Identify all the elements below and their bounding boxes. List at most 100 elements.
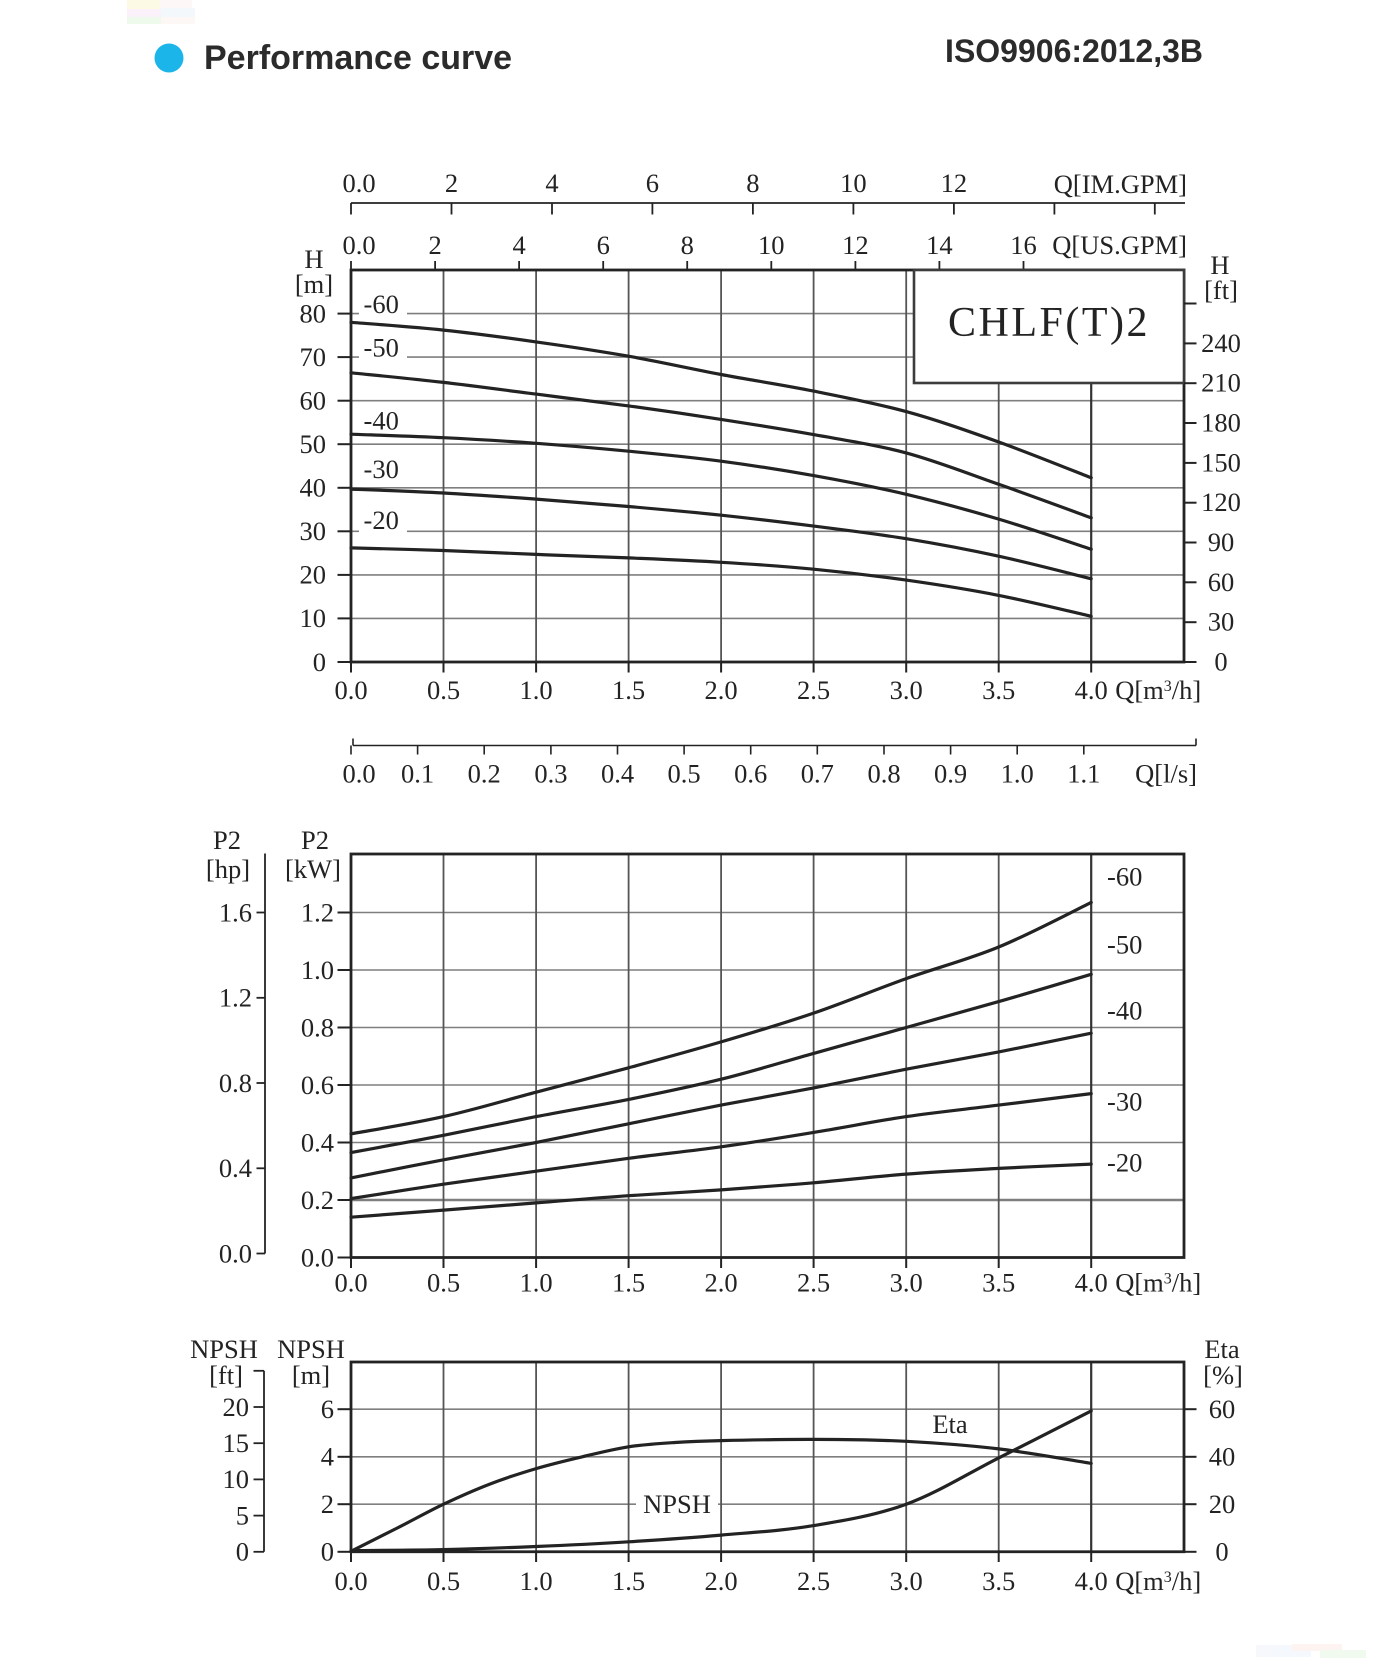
svg-text:Q[m3/h]: Q[m3/h] bbox=[1115, 1566, 1201, 1596]
svg-text:0: 0 bbox=[321, 1537, 334, 1567]
svg-text:6: 6 bbox=[321, 1394, 334, 1424]
svg-text:3.0: 3.0 bbox=[890, 675, 923, 705]
svg-text:2.5: 2.5 bbox=[797, 1566, 830, 1596]
svg-text:0.5: 0.5 bbox=[427, 1268, 460, 1298]
svg-text:0.5: 0.5 bbox=[668, 759, 701, 789]
svg-text:0.1: 0.1 bbox=[401, 759, 434, 789]
svg-text:0.0: 0.0 bbox=[342, 230, 375, 260]
svg-text:0.0: 0.0 bbox=[334, 1268, 367, 1298]
svg-text:Eta: Eta bbox=[932, 1409, 968, 1439]
svg-text:0.5: 0.5 bbox=[427, 1566, 460, 1596]
svg-text:2: 2 bbox=[445, 168, 458, 198]
svg-text:8: 8 bbox=[681, 230, 694, 260]
svg-text:1.1: 1.1 bbox=[1067, 759, 1100, 789]
svg-text:0.7: 0.7 bbox=[801, 759, 834, 789]
svg-text:2.0: 2.0 bbox=[705, 1566, 738, 1596]
svg-text:0.4: 0.4 bbox=[219, 1153, 252, 1183]
svg-text:1.0: 1.0 bbox=[1001, 759, 1034, 789]
svg-text:Q[US.GPM]: Q[US.GPM] bbox=[1052, 230, 1187, 260]
svg-text:20: 20 bbox=[1209, 1489, 1236, 1519]
svg-text:1.5: 1.5 bbox=[612, 1566, 645, 1596]
svg-text:10: 10 bbox=[840, 168, 867, 198]
svg-text:0.2: 0.2 bbox=[301, 1185, 334, 1215]
svg-text:0.8: 0.8 bbox=[867, 759, 900, 789]
svg-text:0: 0 bbox=[1214, 647, 1227, 677]
svg-text:NPSH: NPSH bbox=[643, 1489, 711, 1519]
svg-text:Q[IM.GPM]: Q[IM.GPM] bbox=[1054, 169, 1187, 199]
svg-text:Performance curve: Performance curve bbox=[204, 39, 512, 77]
svg-text:30: 30 bbox=[1208, 607, 1235, 637]
svg-text:0: 0 bbox=[1215, 1537, 1228, 1567]
svg-text:2.0: 2.0 bbox=[705, 675, 738, 705]
svg-text:[ft]: [ft] bbox=[1204, 275, 1238, 305]
svg-text:10: 10 bbox=[300, 603, 327, 633]
svg-text:4: 4 bbox=[321, 1442, 334, 1472]
svg-text:180: 180 bbox=[1201, 408, 1241, 438]
svg-text:0.8: 0.8 bbox=[301, 1012, 334, 1042]
svg-text:2: 2 bbox=[428, 230, 441, 260]
svg-text:15: 15 bbox=[223, 1428, 250, 1458]
svg-text:12: 12 bbox=[941, 168, 968, 198]
svg-text:2.5: 2.5 bbox=[797, 1268, 830, 1298]
svg-text:20: 20 bbox=[223, 1392, 250, 1422]
svg-text:3.0: 3.0 bbox=[890, 1268, 923, 1298]
svg-text:3.5: 3.5 bbox=[982, 675, 1015, 705]
svg-text:0.6: 0.6 bbox=[734, 759, 767, 789]
svg-text:1.0: 1.0 bbox=[520, 1268, 553, 1298]
svg-text:CHLF(T)2: CHLF(T)2 bbox=[948, 300, 1150, 346]
svg-text:12: 12 bbox=[842, 230, 869, 260]
svg-text:14: 14 bbox=[926, 230, 953, 260]
svg-text:0.0: 0.0 bbox=[334, 675, 367, 705]
svg-text:150: 150 bbox=[1201, 447, 1241, 477]
svg-text:-50: -50 bbox=[1107, 930, 1142, 960]
svg-text:0.4: 0.4 bbox=[301, 1127, 334, 1157]
svg-text:2: 2 bbox=[321, 1489, 334, 1519]
svg-text:0.8: 0.8 bbox=[219, 1068, 252, 1098]
svg-text:0.9: 0.9 bbox=[934, 759, 967, 789]
svg-text:1.0: 1.0 bbox=[301, 955, 334, 985]
svg-text:6: 6 bbox=[597, 230, 610, 260]
svg-text:Q[m3/h]: Q[m3/h] bbox=[1115, 675, 1201, 705]
svg-text:-30: -30 bbox=[364, 454, 399, 484]
svg-text:0.0: 0.0 bbox=[301, 1242, 334, 1272]
svg-text:60: 60 bbox=[1209, 1394, 1236, 1424]
svg-text:[m]: [m] bbox=[292, 1360, 330, 1390]
svg-text:4.0: 4.0 bbox=[1075, 675, 1108, 705]
svg-text:P2: P2 bbox=[301, 825, 329, 855]
svg-text:50: 50 bbox=[300, 429, 327, 459]
svg-text:0.3: 0.3 bbox=[534, 759, 567, 789]
svg-text:[kW]: [kW] bbox=[285, 854, 341, 884]
svg-text:3.0: 3.0 bbox=[890, 1566, 923, 1596]
svg-text:H: H bbox=[1210, 250, 1229, 280]
svg-text:40: 40 bbox=[1209, 1442, 1236, 1472]
svg-text:70: 70 bbox=[300, 342, 327, 372]
svg-text:0: 0 bbox=[236, 1537, 249, 1567]
svg-text:[ft]: [ft] bbox=[209, 1360, 243, 1390]
svg-text:4.0: 4.0 bbox=[1075, 1268, 1108, 1298]
svg-text:1.6: 1.6 bbox=[219, 897, 252, 927]
svg-text:60: 60 bbox=[1208, 567, 1235, 597]
svg-text:-20: -20 bbox=[364, 505, 399, 535]
svg-text:1.2: 1.2 bbox=[301, 897, 334, 927]
svg-text:20: 20 bbox=[300, 560, 327, 590]
svg-text:0.0: 0.0 bbox=[334, 1566, 367, 1596]
svg-text:0.6: 0.6 bbox=[301, 1070, 334, 1100]
svg-text:NPSH: NPSH bbox=[190, 1334, 258, 1364]
svg-text:-50: -50 bbox=[364, 333, 399, 363]
svg-text:5: 5 bbox=[236, 1500, 249, 1530]
svg-text:8: 8 bbox=[746, 168, 759, 198]
svg-text:-20: -20 bbox=[1107, 1148, 1142, 1178]
svg-text:4: 4 bbox=[545, 168, 558, 198]
svg-text:40: 40 bbox=[300, 473, 327, 503]
svg-text:0.2: 0.2 bbox=[468, 759, 501, 789]
svg-text:60: 60 bbox=[300, 386, 327, 416]
svg-text:120: 120 bbox=[1201, 487, 1241, 517]
svg-text:0.0: 0.0 bbox=[342, 168, 375, 198]
svg-text:2.5: 2.5 bbox=[797, 675, 830, 705]
svg-text:NPSH: NPSH bbox=[277, 1334, 345, 1364]
svg-text:1.0: 1.0 bbox=[520, 1566, 553, 1596]
svg-text:3.5: 3.5 bbox=[982, 1566, 1015, 1596]
svg-text:-60: -60 bbox=[1107, 862, 1142, 892]
svg-text:80: 80 bbox=[300, 298, 327, 328]
svg-text:-40: -40 bbox=[364, 406, 399, 436]
